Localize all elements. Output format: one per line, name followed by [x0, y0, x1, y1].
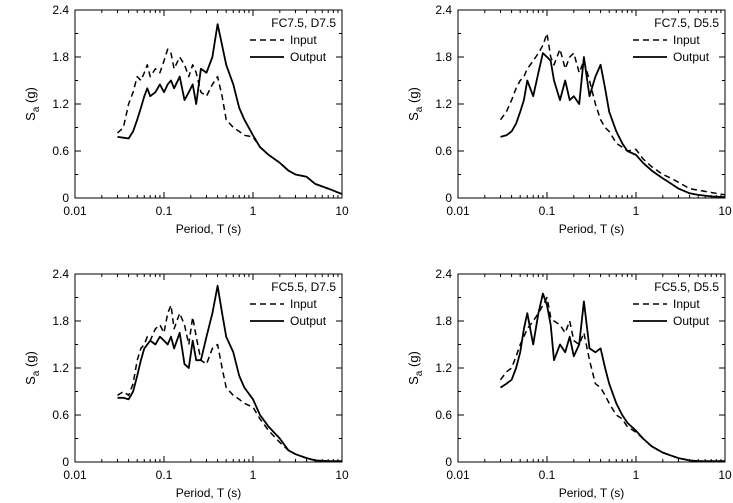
series-line-input: [116, 48, 343, 195]
x-tick-label: 0.01: [63, 468, 87, 482]
y-axis-label: Sa (g): [406, 87, 425, 121]
y-tick-label: 2.4: [52, 3, 69, 17]
legend-label-input: Input: [673, 33, 700, 47]
y-tick-label: 1.2: [435, 361, 452, 375]
legend-title: FC5.5, D5.5: [654, 280, 719, 294]
y-tick-label: 2.4: [435, 3, 452, 17]
x-tick-label: 1: [633, 204, 640, 218]
series-line-output: [117, 284, 342, 463]
y-axis-label-subscript: a: [414, 370, 425, 376]
series-line-output: [500, 292, 725, 463]
x-tick-label: 1: [250, 204, 257, 218]
chart-panel-3: 0.01 0.1 1 10 0 0.6 1.2 1.8 2.4 Period, T (s) Sa (…: [23, 267, 349, 500]
x-tick-label: 0.1: [156, 468, 173, 482]
legend-label-output: Output: [290, 50, 327, 64]
y-axis-label-unit: (g): [406, 351, 421, 371]
x-tick-label: 1: [633, 468, 640, 482]
y-axis-label-subscript: a: [414, 106, 425, 112]
chart-panel-2: 0.01 0.1 1 10 0 0.6 1.2 1.8 2.4 Period, T (s) Sa (…: [406, 3, 732, 236]
x-tick-label: 0.1: [156, 204, 173, 218]
legend-title: FC7.5, D7.5: [271, 16, 336, 30]
y-axis-label-main: S: [23, 376, 38, 385]
x-tick-label: 0.1: [539, 468, 556, 482]
y-axis-label-subscript: a: [31, 370, 42, 376]
y-tick-label: 1.2: [435, 97, 452, 111]
legend-title: FC7.5, D5.5: [654, 16, 719, 30]
x-tick-label: 1: [250, 468, 257, 482]
x-axis-label: Period, T (s): [176, 486, 242, 500]
y-axis-label-subscript: a: [31, 106, 42, 112]
y-axis-label-unit: (g): [23, 351, 38, 371]
x-tick-label: 0.01: [446, 204, 470, 218]
x-tick-label: 10: [718, 204, 732, 218]
x-axis-label: Period, T (s): [559, 486, 625, 500]
legend-label-input: Input: [290, 297, 317, 311]
y-axis-label-main: S: [406, 112, 421, 121]
y-axis-label-main: S: [23, 112, 38, 121]
y-axis-label-main: S: [406, 376, 421, 385]
x-axis-label: Period, T (s): [176, 222, 242, 236]
y-tick-label: 1.2: [52, 97, 69, 111]
legend-label-output: Output: [673, 314, 710, 328]
y-tick-label: 1.8: [435, 50, 452, 64]
x-axis-label: Period, T (s): [559, 222, 625, 236]
legend-label-input: Input: [290, 33, 317, 47]
chart-panel-4: 0.01 0.1 1 10 0 0.6 1.2 1.8 2.4 Period, T (s) Sa (…: [406, 267, 732, 500]
chart-panel-1: 0.01 0.1 1 10 0 0.6 1.2 1.8 2.4 Period, T (s) Sa (…: [23, 3, 349, 236]
y-tick-label: 1.8: [435, 314, 452, 328]
x-tick-label: 0.01: [63, 204, 87, 218]
legend-label-output: Output: [673, 50, 710, 64]
y-tick-label: 1.2: [52, 361, 69, 375]
x-tick-label: 0.1: [539, 204, 556, 218]
y-tick-label: 2.4: [52, 267, 69, 281]
y-tick-label: 0.6: [435, 408, 452, 422]
legend-label-input: Input: [673, 297, 700, 311]
y-axis-label: Sa (g): [406, 351, 425, 385]
y-axis-label-unit: (g): [406, 87, 421, 107]
legend-label-output: Output: [290, 314, 327, 328]
y-tick-label: 0: [62, 191, 69, 205]
y-tick-label: 0.6: [52, 144, 69, 158]
x-tick-label: 10: [335, 204, 349, 218]
x-tick-label: 10: [335, 468, 349, 482]
y-axis-label-unit: (g): [23, 87, 38, 107]
series-line-output: [500, 52, 726, 199]
y-tick-label: 1.8: [52, 314, 69, 328]
y-tick-label: 0.6: [52, 408, 69, 422]
series-line-output: [117, 23, 343, 195]
y-tick-label: 0: [445, 191, 452, 205]
y-tick-label: 1.8: [52, 50, 69, 64]
y-axis-label: Sa (g): [23, 87, 42, 121]
x-tick-label: 0.01: [446, 468, 470, 482]
x-tick-label: 10: [718, 468, 732, 482]
y-tick-label: 0: [62, 455, 69, 469]
y-tick-label: 0: [445, 455, 452, 469]
y-tick-label: 0.6: [435, 144, 452, 158]
legend-title: FC5.5, D7.5: [271, 280, 336, 294]
y-tick-label: 2.4: [435, 267, 452, 281]
series-line-input: [117, 304, 342, 462]
y-axis-label: Sa (g): [23, 351, 42, 385]
